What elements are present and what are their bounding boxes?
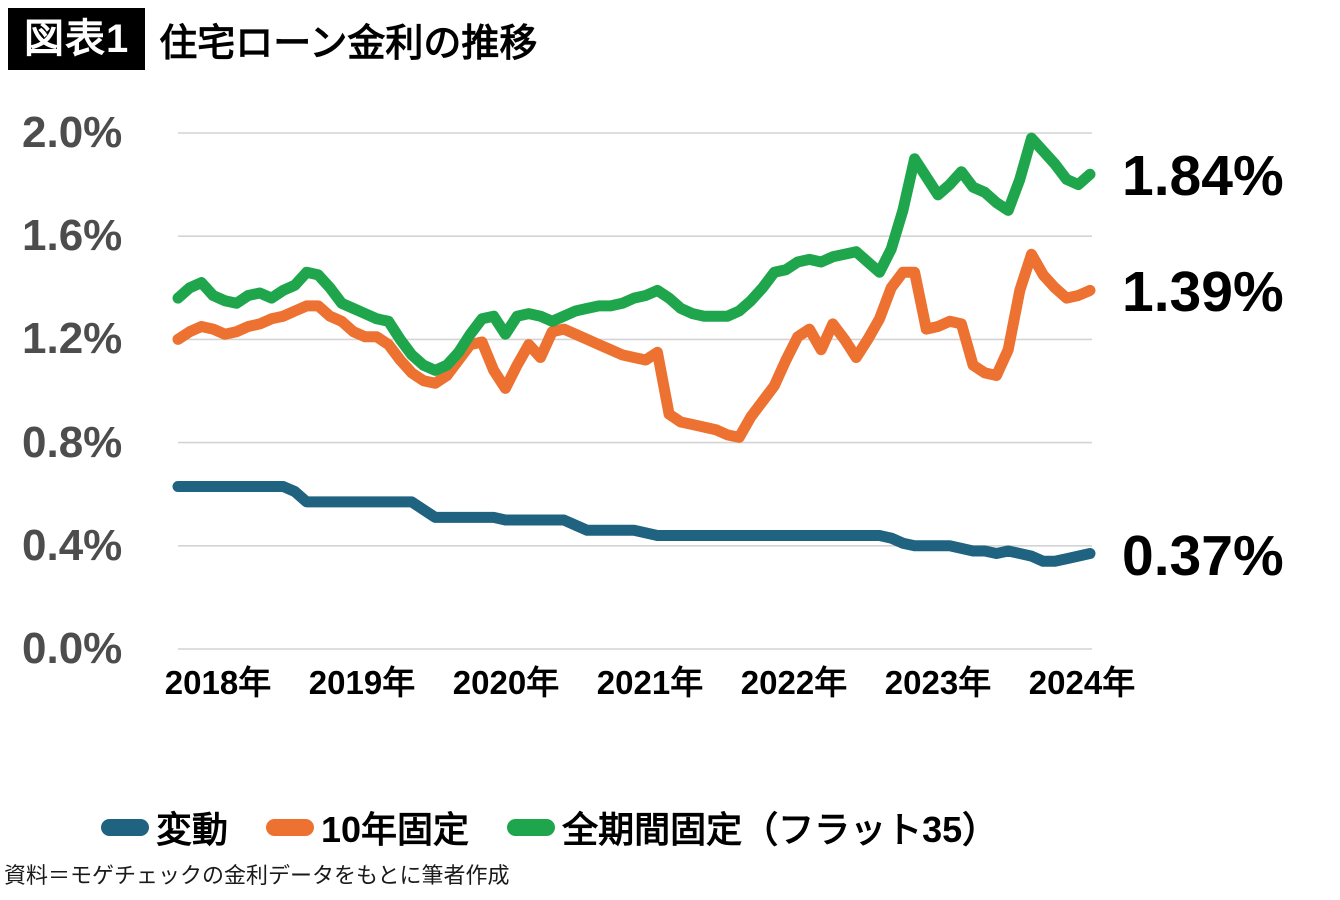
legend-label: 全期間固定（フラット35） — [562, 809, 999, 850]
legend-item: 10年固定 — [266, 801, 469, 853]
figure-badge: 図表1 — [8, 8, 146, 70]
series-line-10年固定 — [172, 248, 1096, 443]
series-line-全期間固定（フラット35） — [172, 132, 1096, 376]
x-axis: 2018年 2019年 2020年 2021年 2022年 2023年 2024年 — [0, 656, 1340, 701]
series-line-変動 — [172, 481, 1096, 567]
y-tick-label: 1.6% — [22, 211, 123, 261]
legend-marker — [266, 818, 315, 836]
x-tick-label: 2020年 — [452, 664, 560, 701]
y-axis: 2.0% 1.6% 1.2% 0.8% 0.4% 0.0% — [0, 0, 180, 700]
source-note: 資料＝モゲチェックの金利データをもとに筆者作成 — [4, 863, 510, 888]
series-end-label: 0.37% — [1122, 523, 1284, 588]
x-tick-label: 2018年 — [164, 664, 272, 701]
legend-label: 10年固定 — [321, 809, 470, 850]
series-end-label: 1.39% — [1122, 260, 1284, 325]
x-tick-label: 2024年 — [1028, 664, 1136, 701]
y-tick-label: 1.2% — [22, 314, 123, 364]
series-end-label: 1.84% — [1122, 144, 1284, 209]
x-tick-label: 2019年 — [308, 664, 416, 701]
gridlines — [178, 132, 1092, 650]
x-tick-label: 2021年 — [596, 664, 704, 701]
legend-marker — [101, 818, 149, 836]
figure-title: 住宅ローン金利の推移 — [159, 22, 538, 65]
legend-label: 変動 — [156, 809, 229, 850]
figure-header: 図表1 住宅ローン金利の推移 — [8, 8, 537, 70]
x-tick-label: 2023年 — [884, 664, 992, 701]
legend: 変動 10年固定 全期間固定（フラット35） — [101, 801, 998, 853]
y-tick-label: 0.8% — [22, 417, 123, 467]
legend-marker — [507, 818, 556, 836]
series-lines — [172, 132, 1096, 567]
y-tick-label: 2.0% — [22, 108, 123, 157]
legend-item: 全期間固定（フラット35） — [507, 801, 998, 853]
y-tick-label: 0.4% — [22, 520, 123, 570]
end-labels: 0.37% 1.39% 1.84% — [1122, 144, 1284, 588]
x-tick-label: 2022年 — [740, 664, 848, 701]
y-tick-label: 0.0% — [22, 624, 123, 673]
legend-item: 変動 — [101, 801, 228, 853]
